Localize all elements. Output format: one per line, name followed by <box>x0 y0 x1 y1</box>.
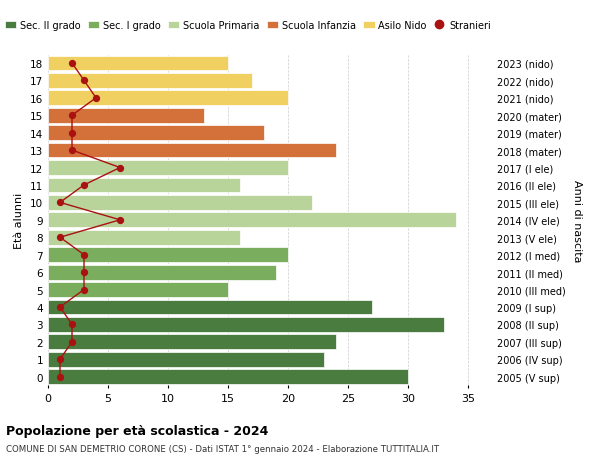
Bar <box>48 230 240 245</box>
Point <box>79 269 89 276</box>
Point <box>67 112 77 120</box>
Bar <box>48 369 408 384</box>
Bar <box>48 161 288 175</box>
Bar <box>48 248 288 263</box>
Bar <box>48 282 228 297</box>
Point <box>115 217 125 224</box>
Legend: Sec. II grado, Sec. I grado, Scuola Primaria, Scuola Infanzia, Asilo Nido, Stran: Sec. II grado, Sec. I grado, Scuola Prim… <box>1 17 495 35</box>
Y-axis label: Età alunni: Età alunni <box>14 192 25 248</box>
Bar <box>48 213 456 228</box>
Point <box>115 164 125 172</box>
Point <box>79 182 89 189</box>
Point <box>91 95 101 102</box>
Bar <box>48 265 276 280</box>
Bar <box>48 74 252 89</box>
Bar <box>48 109 204 123</box>
Point <box>55 234 65 241</box>
Point <box>67 130 77 137</box>
Bar <box>48 91 288 106</box>
Bar <box>48 56 228 71</box>
Bar <box>48 196 312 210</box>
Text: Popolazione per età scolastica - 2024: Popolazione per età scolastica - 2024 <box>6 425 268 437</box>
Point <box>67 60 77 67</box>
Bar <box>48 143 336 158</box>
Point <box>67 338 77 346</box>
Point <box>67 321 77 328</box>
Y-axis label: Anni di nascita: Anni di nascita <box>572 179 582 262</box>
Point <box>55 373 65 381</box>
Bar <box>48 178 240 193</box>
Point <box>79 78 89 85</box>
Bar <box>48 126 264 141</box>
Point <box>55 199 65 207</box>
Bar <box>48 335 336 349</box>
Point <box>79 286 89 294</box>
Bar <box>48 317 444 332</box>
Point <box>55 303 65 311</box>
Point <box>67 147 77 154</box>
Point <box>55 356 65 363</box>
Bar <box>48 300 372 315</box>
Text: COMUNE DI SAN DEMETRIO CORONE (CS) - Dati ISTAT 1° gennaio 2024 - Elaborazione T: COMUNE DI SAN DEMETRIO CORONE (CS) - Dat… <box>6 444 439 453</box>
Bar <box>48 352 324 367</box>
Point <box>79 252 89 259</box>
